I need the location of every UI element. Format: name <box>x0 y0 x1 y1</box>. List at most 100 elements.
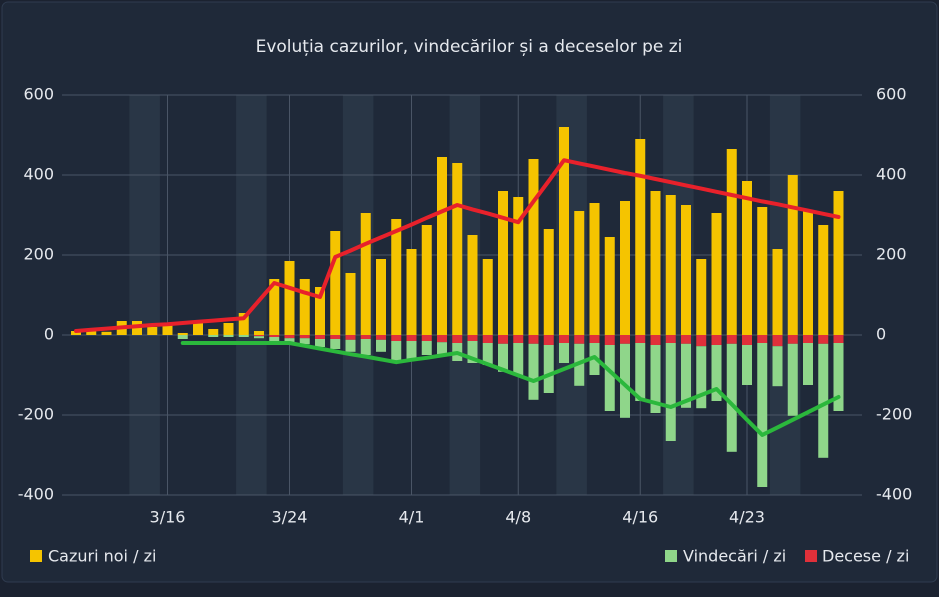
legend-swatch <box>665 550 677 562</box>
y2-tick-label: 400 <box>876 165 907 184</box>
x-tick-label: 4/23 <box>729 508 765 527</box>
bar <box>650 345 661 413</box>
bar <box>345 273 356 335</box>
bar <box>482 343 493 365</box>
bar <box>742 181 752 335</box>
bar <box>574 211 585 335</box>
bar <box>559 343 569 363</box>
bar <box>665 335 676 343</box>
bar <box>665 195 676 335</box>
bar <box>818 225 829 335</box>
bar <box>833 343 844 411</box>
bar <box>833 335 844 343</box>
bar <box>803 343 813 385</box>
bar <box>711 345 722 401</box>
bar <box>208 335 219 337</box>
bar <box>635 335 646 343</box>
bar <box>391 335 402 341</box>
bar <box>726 343 737 452</box>
bar <box>604 237 615 335</box>
bar <box>330 231 341 335</box>
bar <box>299 338 310 345</box>
bar <box>513 335 524 343</box>
bar <box>421 335 432 341</box>
y2-tick-label: -400 <box>876 485 912 504</box>
bar <box>467 235 478 335</box>
bar <box>406 341 417 359</box>
bar <box>360 213 371 335</box>
bar <box>559 335 569 343</box>
bar <box>360 339 371 355</box>
legend-swatch <box>805 550 817 562</box>
bar <box>177 335 188 339</box>
bar <box>803 335 813 343</box>
bar <box>574 335 585 344</box>
bar <box>86 329 97 335</box>
bar <box>299 279 310 335</box>
bar <box>604 335 615 345</box>
bar <box>620 343 630 418</box>
bar <box>254 335 264 337</box>
bar <box>543 345 554 393</box>
x-tick-label: 4/8 <box>505 508 531 527</box>
bar <box>391 341 402 363</box>
bar <box>818 335 829 344</box>
bar <box>452 163 463 335</box>
weekend-band <box>129 95 160 495</box>
x-tick-label: 3/16 <box>150 508 186 527</box>
bar <box>299 335 310 339</box>
trend-line <box>180 341 841 437</box>
bar <box>681 343 691 408</box>
bar <box>482 335 493 343</box>
bar <box>742 335 752 345</box>
y-tick-label: 400 <box>23 165 54 184</box>
y-tick-label: -200 <box>18 405 54 424</box>
bar <box>238 335 249 337</box>
bar <box>437 335 447 343</box>
bar <box>315 287 325 335</box>
bar <box>528 343 539 400</box>
bar <box>787 335 798 344</box>
y2-tick-label: 200 <box>876 245 907 264</box>
bar <box>696 346 707 409</box>
bar <box>467 341 478 363</box>
bar <box>772 249 783 335</box>
bar <box>543 335 554 345</box>
bar <box>345 339 356 352</box>
bar <box>330 339 341 349</box>
bar <box>498 335 508 344</box>
bar <box>498 343 508 372</box>
bar <box>528 159 539 335</box>
bar <box>696 335 707 347</box>
bar <box>528 335 539 344</box>
bar <box>315 335 325 339</box>
bar <box>513 343 524 375</box>
bar <box>162 323 173 335</box>
bar <box>345 335 356 340</box>
trend-line <box>74 158 841 333</box>
bar <box>376 339 386 352</box>
bar <box>803 211 813 335</box>
bar <box>787 175 798 335</box>
bar <box>376 335 386 340</box>
bar <box>421 341 432 355</box>
bar <box>620 201 630 335</box>
bar <box>315 339 325 347</box>
bar <box>650 335 661 345</box>
legend-label: Decese / zi <box>822 547 909 566</box>
bar <box>269 335 280 337</box>
bar <box>254 336 264 339</box>
bar <box>482 259 493 335</box>
bar <box>772 335 783 347</box>
bar <box>208 329 219 335</box>
bar <box>757 207 768 335</box>
x-tick-label: 4/16 <box>622 508 658 527</box>
legend-label: Vindecări / zi <box>683 547 786 566</box>
bar <box>452 335 463 343</box>
bar <box>772 346 783 387</box>
y-tick-label: 600 <box>23 85 54 104</box>
bar <box>284 335 295 339</box>
bar <box>711 213 722 335</box>
